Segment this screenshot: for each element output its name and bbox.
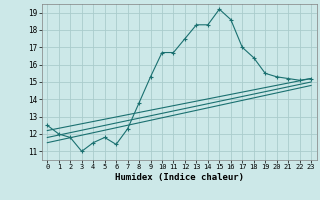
X-axis label: Humidex (Indice chaleur): Humidex (Indice chaleur) [115, 173, 244, 182]
